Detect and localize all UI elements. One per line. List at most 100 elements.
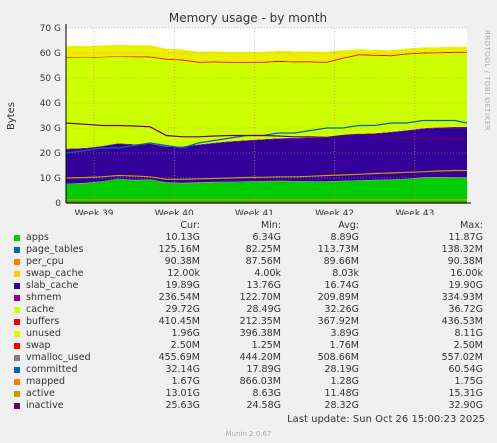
legend-avg: 1.76M bbox=[329, 340, 359, 351]
legend-max: 557.02M bbox=[441, 352, 483, 363]
legend-label: per_cpu bbox=[26, 256, 64, 267]
header-min: Min: bbox=[260, 220, 281, 231]
legend-swatch bbox=[14, 247, 20, 253]
area-unused bbox=[66, 44, 467, 62]
line-committed bbox=[65, 119, 468, 154]
legend-swatch bbox=[14, 283, 20, 289]
legend-min: 1.25M bbox=[251, 340, 281, 351]
line-active bbox=[65, 169, 467, 180]
legend-avg: 11.48G bbox=[324, 388, 359, 399]
legend-cur: 13.01G bbox=[165, 388, 200, 399]
legend-max: 36.72G bbox=[448, 304, 483, 315]
legend-swatch bbox=[14, 295, 20, 301]
stacked-areas bbox=[66, 44, 467, 203]
y-tick-label: 0 bbox=[55, 199, 61, 209]
legend-rows: apps 10.13G 6.34G 8.89G 11.87G page_tables 125… bbox=[0, 232, 497, 412]
legend-swatch bbox=[14, 343, 20, 349]
legend-max: 8.11G bbox=[454, 328, 483, 339]
legend-avg: 28.32G bbox=[324, 400, 359, 411]
legend-swatch bbox=[14, 367, 20, 373]
legend-max: 436.53M bbox=[441, 316, 483, 327]
legend-min: 82.25M bbox=[245, 244, 281, 255]
chart-title: Memory usage - by month bbox=[169, 11, 327, 25]
legend-swatch bbox=[14, 259, 20, 265]
legend-min: 87.56M bbox=[245, 256, 281, 267]
legend-avg: 28.19G bbox=[324, 364, 359, 375]
legend-min: 122.70M bbox=[239, 292, 281, 303]
legend-swatch bbox=[14, 403, 20, 409]
legend-min: 28.49G bbox=[246, 304, 281, 315]
legend-min: 17.89G bbox=[246, 364, 281, 375]
legend-avg: 3.89G bbox=[330, 328, 359, 339]
line-inactive bbox=[65, 122, 467, 140]
rrdtool-credit: RRDTOOL / TOBI OETIKER bbox=[483, 30, 491, 131]
legend-min: 8.63G bbox=[252, 388, 281, 399]
legend-avg: 113.73M bbox=[317, 244, 359, 255]
legend-label: page_tables bbox=[26, 244, 84, 255]
legend-label: vmalloc_used bbox=[26, 352, 91, 363]
legend-row-swap: swap 2.50M 1.25M 1.76M 2.50M bbox=[0, 340, 497, 352]
legend-max: 16.00k bbox=[450, 268, 483, 279]
munin-version: Munin 2.0.67 bbox=[225, 430, 272, 438]
legend-min: 24.58G bbox=[246, 400, 281, 411]
legend: Cur: Min: Avg: Max: apps 10.13G 6.34G 8.89G… bbox=[0, 220, 497, 412]
legend-row-apps: apps 10.13G 6.34G 8.89G 11.87G bbox=[0, 232, 497, 244]
legend-cur: 10.13G bbox=[165, 232, 200, 243]
legend-row-page_tables: page_tables 125.16M 82.25M 113.73M 138.32M bbox=[0, 244, 497, 256]
x-tick-label: Week 42 bbox=[315, 209, 354, 215]
legend-avg: 1.28G bbox=[330, 376, 359, 387]
legend-cur: 32.14G bbox=[165, 364, 200, 375]
legend-cur: 25.63G bbox=[165, 400, 200, 411]
legend-min: 6.34G bbox=[252, 232, 281, 243]
legend-row-active: active 13.01G 8.63G 11.48G 15.31G bbox=[0, 388, 497, 400]
legend-max: 334.93M bbox=[441, 292, 483, 303]
legend-max: 60.54G bbox=[448, 364, 483, 375]
legend-label: swap_cache bbox=[26, 268, 84, 279]
legend-cur: 90.38M bbox=[164, 256, 200, 267]
legend-label: inactive bbox=[26, 400, 64, 411]
legend-cur: 410.45M bbox=[158, 316, 200, 327]
legend-swatch bbox=[14, 331, 20, 337]
legend-cur: 12.00k bbox=[167, 268, 200, 279]
legend-label: active bbox=[26, 388, 55, 399]
legend-max: 19.90G bbox=[448, 280, 483, 291]
legend-max: 2.50M bbox=[453, 340, 483, 351]
legend-row-committed: committed 32.14G 17.89G 28.19G 60.54G bbox=[0, 364, 497, 376]
legend-row-per_cpu: per_cpu 90.38M 87.56M 89.66M 90.38M bbox=[0, 256, 497, 268]
legend-cur: 455.69M bbox=[158, 352, 200, 363]
legend-header: Cur: Min: Avg: Max: bbox=[0, 220, 497, 232]
legend-label: apps bbox=[26, 232, 49, 243]
legend-swatch bbox=[14, 271, 20, 277]
header-avg: Avg: bbox=[338, 220, 359, 231]
legend-max: 1.75G bbox=[454, 376, 483, 387]
legend-cur: 1.67G bbox=[171, 376, 200, 387]
legend-cur: 2.50M bbox=[170, 340, 200, 351]
header-max: Max: bbox=[460, 220, 483, 231]
legend-max: 32.90G bbox=[448, 400, 483, 411]
legend-swatch bbox=[14, 235, 20, 241]
legend-min: 13.76G bbox=[246, 280, 281, 291]
legend-max: 11.87G bbox=[448, 232, 483, 243]
legend-cur: 29.72G bbox=[165, 304, 200, 315]
y-tick-label: 20 G bbox=[40, 149, 61, 159]
last-update: Last update: Sun Oct 26 15:00:23 2025 bbox=[287, 414, 485, 425]
legend-avg: 209.89M bbox=[317, 292, 359, 303]
legend-row-swap_cache: swap_cache 12.00k 4.00k 8.03k 16.00k bbox=[0, 268, 497, 280]
legend-row-buffers: buffers 410.45M 212.35M 367.92M 436.53M bbox=[0, 316, 497, 328]
y-tick-label: 30 G bbox=[40, 124, 61, 134]
legend-cur: 236.54M bbox=[158, 292, 200, 303]
legend-row-mapped: mapped 1.67G 866.03M 1.28G 1.75G bbox=[0, 376, 497, 388]
legend-row-vmalloc_used: vmalloc_used 455.69M 444.20M 508.66M 557.02M bbox=[0, 352, 497, 364]
y-tick-label: 50 G bbox=[40, 74, 61, 84]
legend-cur: 125.16M bbox=[158, 244, 200, 255]
x-tick-label: Week 40 bbox=[155, 209, 194, 215]
legend-label: unused bbox=[26, 328, 61, 339]
legend-label: committed bbox=[26, 364, 78, 375]
x-tick-label: Week 41 bbox=[235, 209, 274, 215]
legend-swatch bbox=[14, 355, 20, 361]
legend-row-shmem: shmem 236.54M 122.70M 209.89M 334.93M bbox=[0, 292, 497, 304]
legend-max: 15.31G bbox=[448, 388, 483, 399]
legend-label: shmem bbox=[26, 292, 62, 303]
legend-row-cache: cache 29.72G 28.49G 32.26G 36.72G bbox=[0, 304, 497, 316]
area-slab_cache bbox=[66, 127, 467, 184]
